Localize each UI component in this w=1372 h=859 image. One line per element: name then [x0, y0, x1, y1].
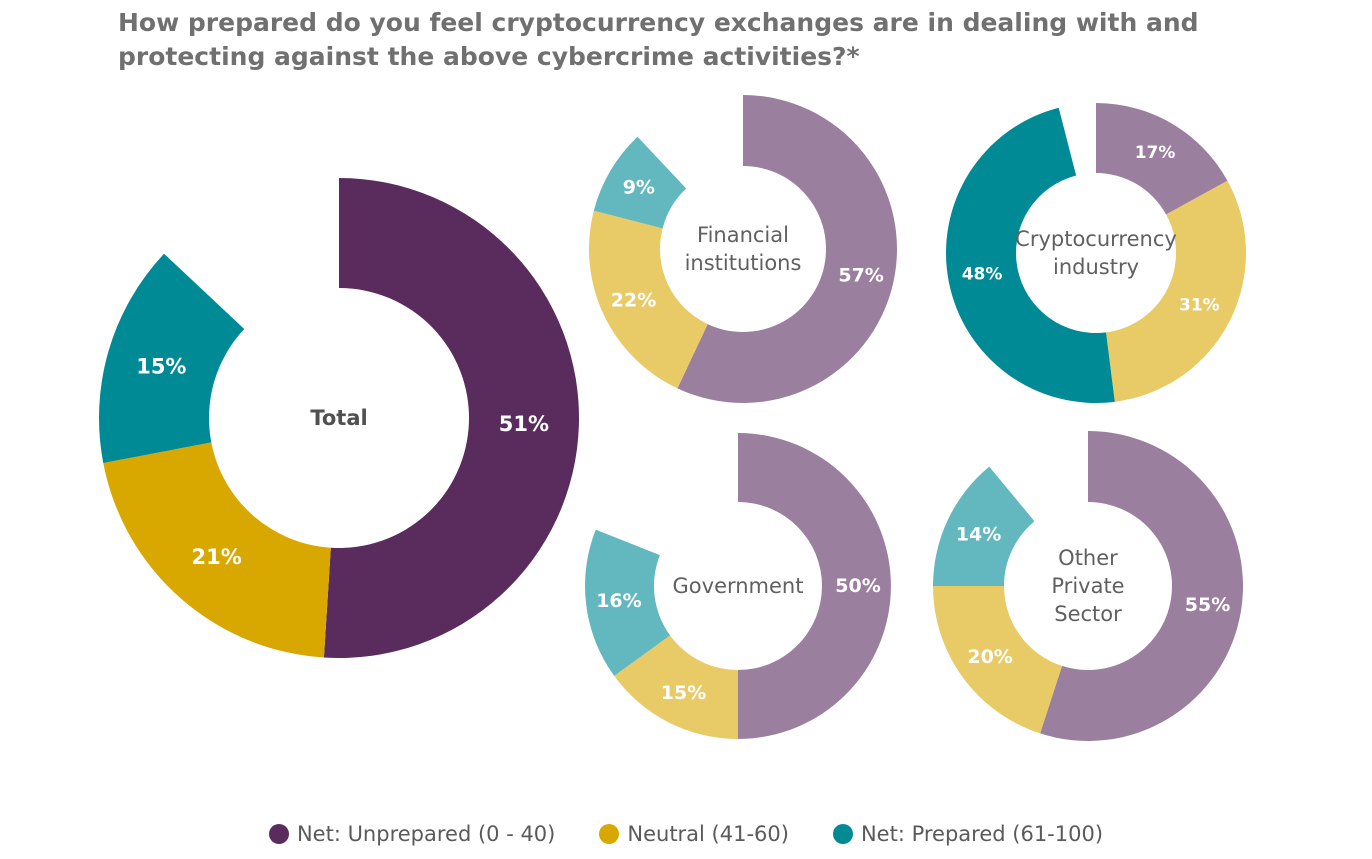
center-label-financial-institutions: institutions [685, 251, 802, 275]
slice-label-total-neutral: 21% [192, 545, 242, 569]
slice-label-cryptocurrency-industry-prepared: 48% [962, 265, 1003, 285]
slice-label-financial-institutions-unprepared: 57% [838, 264, 883, 286]
slice-government-prepared [585, 529, 671, 676]
slice-total-prepared [98, 253, 245, 463]
donut-total: 51% 21% 15% Total [98, 178, 579, 659]
donut-other-private-sector: 55% 20% 14% Other Private Sector [933, 431, 1244, 741]
center-label-government: Government [673, 574, 804, 598]
slice-other-private-sector-unprepared [1040, 431, 1244, 741]
slice-cryptocurrency-industry-prepared [945, 107, 1115, 403]
legend-label-unprepared: Net: Unprepared (0 - 40) [296, 822, 556, 846]
slice-total-neutral [103, 442, 331, 658]
legend-label-neutral: Neutral (41-60) [627, 822, 789, 846]
slice-label-government-unprepared: 50% [835, 575, 880, 597]
center-label-other-private-sector: Private [1051, 574, 1124, 598]
slice-label-financial-institutions-prepared: 9% [623, 176, 655, 198]
donut-cryptocurrency-industry: 17% 31% 48% Cryptocurrency industry [945, 103, 1246, 403]
slice-cryptocurrency-industry-unprepared [1096, 103, 1228, 215]
slice-label-other-private-sector-neutral: 20% [967, 646, 1012, 668]
legend-item-neutral: Neutral (41-60) [599, 822, 789, 846]
slice-cryptocurrency-industry-neutral [1106, 180, 1246, 402]
slice-label-other-private-sector-unprepared: 55% [1185, 594, 1230, 616]
center-label-financial-institutions: Financial [697, 223, 789, 247]
center-label-other-private-sector: Sector [1054, 602, 1122, 626]
legend-swatch-neutral [599, 824, 620, 844]
donut-government: 50% 15% 16% Government [585, 433, 891, 739]
center-label-cryptocurrency-industry: industry [1053, 255, 1139, 279]
slice-government-neutral [614, 635, 738, 739]
slice-other-private-sector-prepared [933, 466, 1035, 586]
legend-swatch-unprepared [268, 824, 289, 844]
slice-financial-institutions-prepared [593, 136, 687, 229]
slice-financial-institutions-neutral [589, 210, 708, 389]
slice-other-private-sector-neutral [933, 586, 1063, 734]
center-label-other-private-sector: Other [1058, 546, 1118, 570]
slice-label-government-prepared: 16% [596, 590, 641, 612]
slice-label-cryptocurrency-industry-neutral: 31% [1179, 296, 1220, 316]
chart-title: How prepared do you feel cryptocurrency … [118, 8, 1199, 71]
slice-government-unprepared [738, 433, 891, 739]
center-label-total: Total [310, 406, 367, 430]
slice-label-total-unprepared: 51% [499, 412, 549, 436]
slice-label-financial-institutions-neutral: 22% [611, 290, 656, 312]
legend-swatch-prepared [832, 824, 853, 844]
slice-label-government-neutral: 15% [661, 682, 706, 704]
slice-label-cryptocurrency-industry-unprepared: 17% [1135, 143, 1176, 163]
slice-label-other-private-sector-prepared: 14% [956, 523, 1001, 545]
legend: Net: Unprepared (0 - 40) Neutral (41-60)… [0, 822, 1372, 846]
center-label-cryptocurrency-industry: Cryptocurrency [1015, 227, 1177, 251]
slice-total-unprepared [323, 178, 579, 659]
donut-charts: 51% 21% 15% Total 57% 22% 9% Financial instituti… [98, 95, 1246, 741]
legend-item-prepared: Net: Prepared (61-100) [832, 822, 1104, 846]
legend-label-prepared: Net: Prepared (61-100) [860, 822, 1104, 846]
legend-item-unprepared: Net: Unprepared (0 - 40) [268, 822, 556, 846]
slice-financial-institutions-unprepared [677, 95, 898, 403]
slice-label-total-prepared: 15% [136, 354, 186, 378]
donut-financial-institutions: 57% 22% 9% Financial institutions [589, 95, 898, 403]
